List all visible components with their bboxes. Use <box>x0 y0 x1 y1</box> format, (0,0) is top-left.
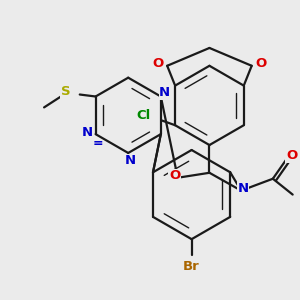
Text: Cl: Cl <box>136 109 151 122</box>
Text: =: = <box>93 137 103 150</box>
Text: N: N <box>82 126 93 139</box>
Text: O: O <box>153 57 164 70</box>
Text: O: O <box>169 169 180 182</box>
Text: Br: Br <box>183 260 200 273</box>
Text: S: S <box>61 85 71 98</box>
Text: O: O <box>255 57 266 70</box>
Text: N: N <box>159 86 170 99</box>
Text: N: N <box>124 154 136 167</box>
Text: N: N <box>238 182 249 195</box>
Text: O: O <box>286 149 297 162</box>
